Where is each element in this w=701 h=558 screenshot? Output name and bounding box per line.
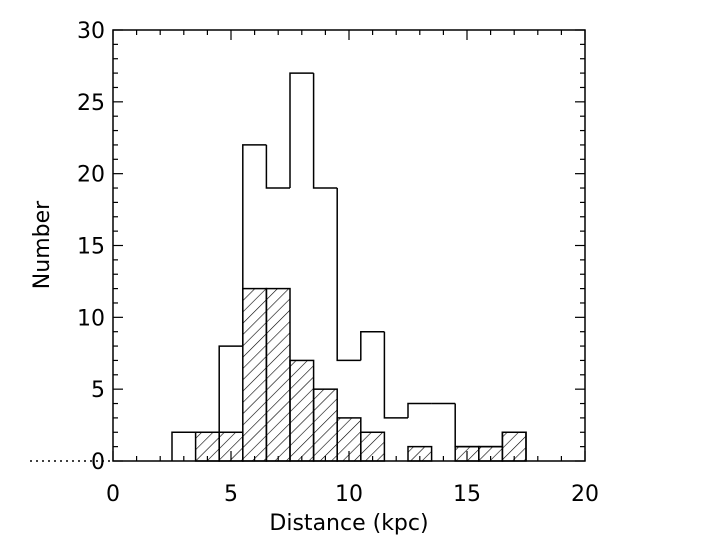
y-tick-label: 20 bbox=[77, 163, 105, 188]
x-tick-label: 5 bbox=[224, 482, 238, 507]
x-axis-title: Distance (kpc) bbox=[269, 511, 428, 536]
x-tick-label: 20 bbox=[571, 482, 599, 507]
x-tick-label: 15 bbox=[453, 482, 481, 507]
hatched-bar bbox=[312, 388, 338, 462]
outline-bar bbox=[407, 402, 432, 418]
y-tick-labels: 0 5 10 15 20 25 30 bbox=[77, 19, 105, 475]
y-axis-title: Number bbox=[30, 200, 55, 289]
hatched-bar bbox=[289, 359, 315, 462]
hatched-bar bbox=[242, 287, 268, 462]
outline-bar bbox=[312, 73, 338, 189]
outline-bar bbox=[265, 144, 290, 189]
x-tick-label: 0 bbox=[106, 482, 120, 507]
y-tick-label: 0 bbox=[91, 450, 105, 475]
y-tick-label: 25 bbox=[77, 91, 105, 116]
plot-frame bbox=[112, 29, 586, 462]
outline-series bbox=[171, 72, 527, 461]
x-tick-label: 10 bbox=[335, 482, 363, 507]
outline-bar bbox=[454, 403, 479, 448]
outline-bar bbox=[360, 330, 385, 361]
outline-bar bbox=[383, 331, 408, 419]
outline-bar bbox=[171, 431, 196, 461]
hatched-series bbox=[194, 287, 527, 462]
hatched-bar bbox=[265, 287, 291, 462]
y-tick-label: 30 bbox=[77, 19, 105, 44]
y-tick-label: 15 bbox=[77, 235, 105, 260]
y-tick-label: 10 bbox=[77, 306, 105, 331]
outline-bar bbox=[289, 72, 314, 189]
axis-ticks bbox=[112, 29, 586, 462]
y-tick-label: 5 bbox=[91, 378, 105, 403]
outline-bar bbox=[242, 144, 267, 347]
outline-bar bbox=[218, 345, 243, 433]
outline-bar bbox=[336, 188, 361, 362]
outline-bar bbox=[501, 431, 527, 461]
x-tick-labels: 0 5 10 15 20 bbox=[106, 482, 599, 507]
